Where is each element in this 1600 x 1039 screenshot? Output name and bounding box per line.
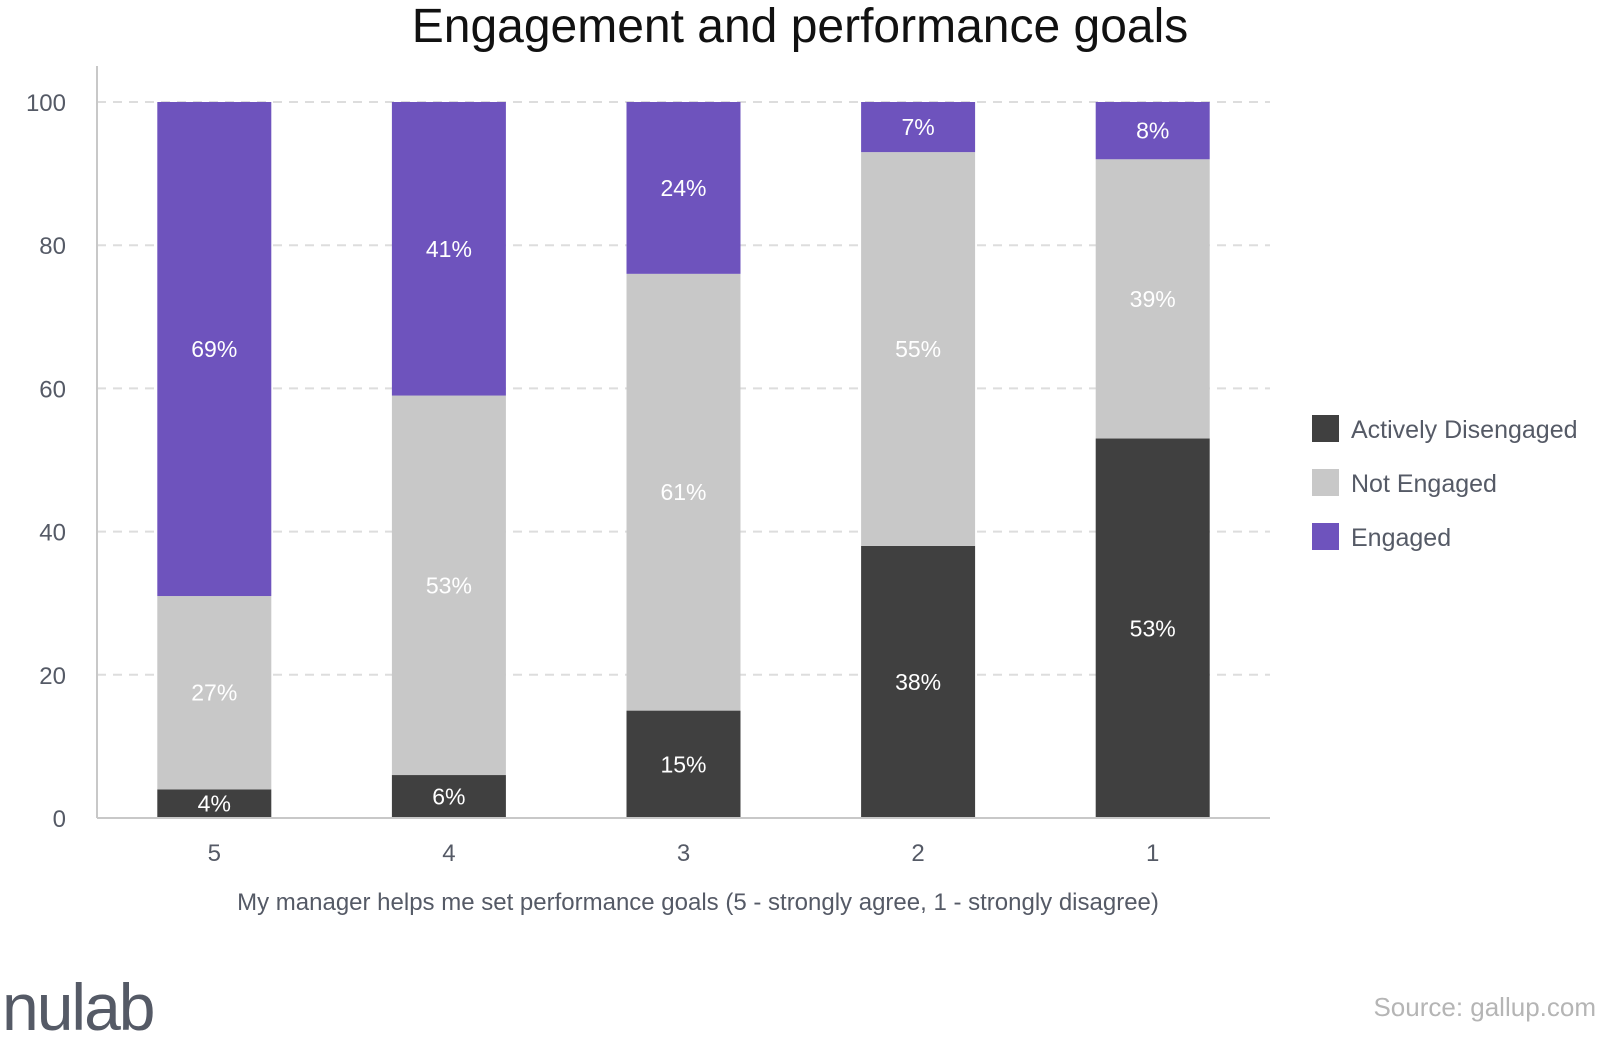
- data-label: 53%: [426, 572, 472, 598]
- data-label: 53%: [1130, 615, 1176, 641]
- legend-swatch: [1312, 523, 1339, 550]
- data-label: 7%: [901, 114, 934, 140]
- bar-segment: [626, 102, 741, 274]
- data-label: 15%: [660, 751, 706, 777]
- bar-segment: [861, 545, 976, 818]
- y-tick-label: 0: [53, 806, 66, 833]
- source-note: Source: gallup.com: [1373, 992, 1596, 1022]
- gridlines: [97, 101, 1270, 676]
- legend: Actively Disengaged Not Engaged Engaged: [1312, 415, 1578, 552]
- y-tick-label: 40: [39, 520, 66, 547]
- data-label: 41%: [426, 236, 472, 262]
- data-label: 38%: [895, 669, 941, 695]
- y-tick-label: 20: [39, 663, 66, 690]
- data-label: 8%: [1136, 118, 1169, 144]
- legend-label: Not Engaged: [1351, 470, 1497, 498]
- x-tick-label: 4: [442, 840, 455, 867]
- x-axis: 5 4 3 2 1: [97, 817, 1270, 867]
- data-label: 6%: [432, 784, 465, 810]
- x-tick-label: 3: [677, 840, 690, 867]
- data-label: 69%: [191, 336, 237, 362]
- legend-label: Engaged: [1351, 524, 1451, 552]
- data-label: 24%: [660, 175, 706, 201]
- bar-segment: [861, 102, 976, 153]
- bar-segment: [626, 273, 741, 711]
- legend-swatch: [1312, 415, 1339, 442]
- bar-segment: [1095, 102, 1210, 160]
- data-label: 55%: [895, 336, 941, 362]
- y-tick-label: 100: [26, 90, 66, 117]
- data-label: 39%: [1130, 286, 1176, 312]
- bar-segment: [391, 775, 506, 818]
- bar-segment: [391, 102, 506, 396]
- bar-segment: [1095, 438, 1210, 818]
- x-axis-label: My manager helps me set performance goal…: [237, 889, 1159, 916]
- legend-swatch: [1312, 469, 1339, 496]
- bar-segment: [391, 395, 506, 776]
- bar-segment: [157, 789, 272, 818]
- y-axis: 0 20 40 60 80 100: [26, 66, 98, 833]
- legend-label: Actively Disengaged: [1351, 416, 1578, 444]
- bar-segment: [861, 152, 976, 546]
- bar-segment: [157, 102, 272, 597]
- bars: 4% 27% 69% 6% 53% 41% 15% 61% 24% 38% 55% 7% 53% 39% 8…: [157, 102, 1210, 818]
- chart-title: Engagement and performance goals: [412, 0, 1189, 53]
- y-tick-label: 60: [39, 376, 66, 403]
- data-label: 4%: [198, 791, 231, 817]
- x-tick-label: 1: [1146, 840, 1159, 867]
- x-tick-label: 2: [911, 840, 924, 867]
- nulab-logo: nulab: [2, 970, 154, 1039]
- bar-segment: [1095, 159, 1210, 439]
- data-label: 61%: [660, 479, 706, 505]
- y-tick-label: 80: [39, 233, 66, 260]
- bar-segment: [157, 596, 272, 790]
- data-label: 27%: [191, 680, 237, 706]
- x-tick-label: 5: [208, 840, 221, 867]
- bar-segment: [626, 710, 741, 818]
